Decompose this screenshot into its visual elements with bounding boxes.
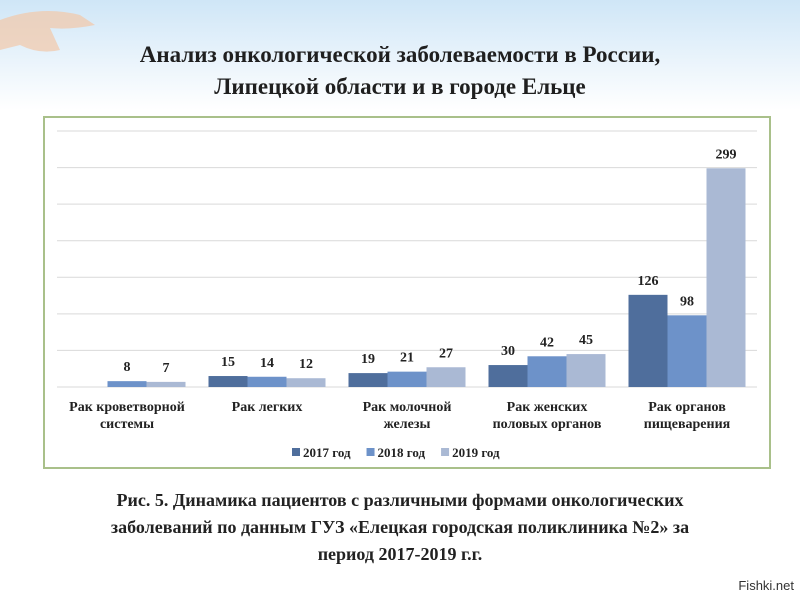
bar [488, 365, 528, 387]
data-label: 21 [400, 351, 414, 366]
data-label: 30 [501, 344, 515, 359]
bar [348, 373, 388, 387]
bar [628, 294, 668, 387]
data-label: 126 [638, 274, 659, 289]
data-label: 8 [124, 360, 131, 375]
data-label: 15 [221, 355, 235, 370]
bar [208, 376, 248, 387]
data-label: 19 [361, 352, 375, 367]
x-tick-label: Рак кроветворной системы [69, 400, 185, 432]
title-line: Липецкой области и в городе Ельце [214, 74, 586, 99]
data-label: 14 [260, 356, 274, 371]
bar [566, 354, 606, 387]
hand-decoration [0, 11, 95, 52]
bar [107, 381, 147, 387]
x-tick-label: Рак органов пищеварения [643, 400, 731, 432]
bar [286, 378, 326, 387]
data-label: 98 [680, 294, 694, 309]
bar [387, 371, 427, 387]
legend-label: 2018 год [378, 445, 426, 460]
x-tick-label: Рак молочной железы [362, 400, 452, 432]
legend-swatch [441, 448, 450, 456]
caption-line: Рис. 5. Динамика пациентов с различными … [116, 490, 684, 510]
bar [146, 381, 186, 387]
legend-label: 2019 год [452, 445, 500, 460]
bar [706, 168, 746, 387]
data-label: 299 [716, 147, 737, 162]
bar [667, 315, 707, 387]
caption-line: заболеваний по данным ГУЗ «Елецкая город… [110, 517, 690, 537]
data-label: 7 [163, 361, 170, 376]
data-label: 12 [299, 357, 313, 372]
bar [247, 376, 287, 387]
bar [426, 367, 466, 387]
legend-swatch [366, 448, 375, 456]
legend-swatch [292, 448, 300, 456]
legend-label: 2017 год [303, 445, 351, 460]
x-tick-label: Рак легких [231, 400, 303, 415]
data-label: 45 [579, 333, 593, 348]
chart-frame [43, 116, 771, 469]
data-label: 27 [439, 346, 453, 361]
data-label: 42 [540, 335, 554, 350]
bar [527, 356, 567, 387]
caption-line: период 2017-2019 г.г. [317, 544, 483, 564]
title-line: Анализ онкологической заболеваемости в Р… [139, 42, 661, 67]
watermark: Fishki.net [738, 578, 794, 593]
x-tick-label: Рак женских половых органов [492, 400, 602, 432]
